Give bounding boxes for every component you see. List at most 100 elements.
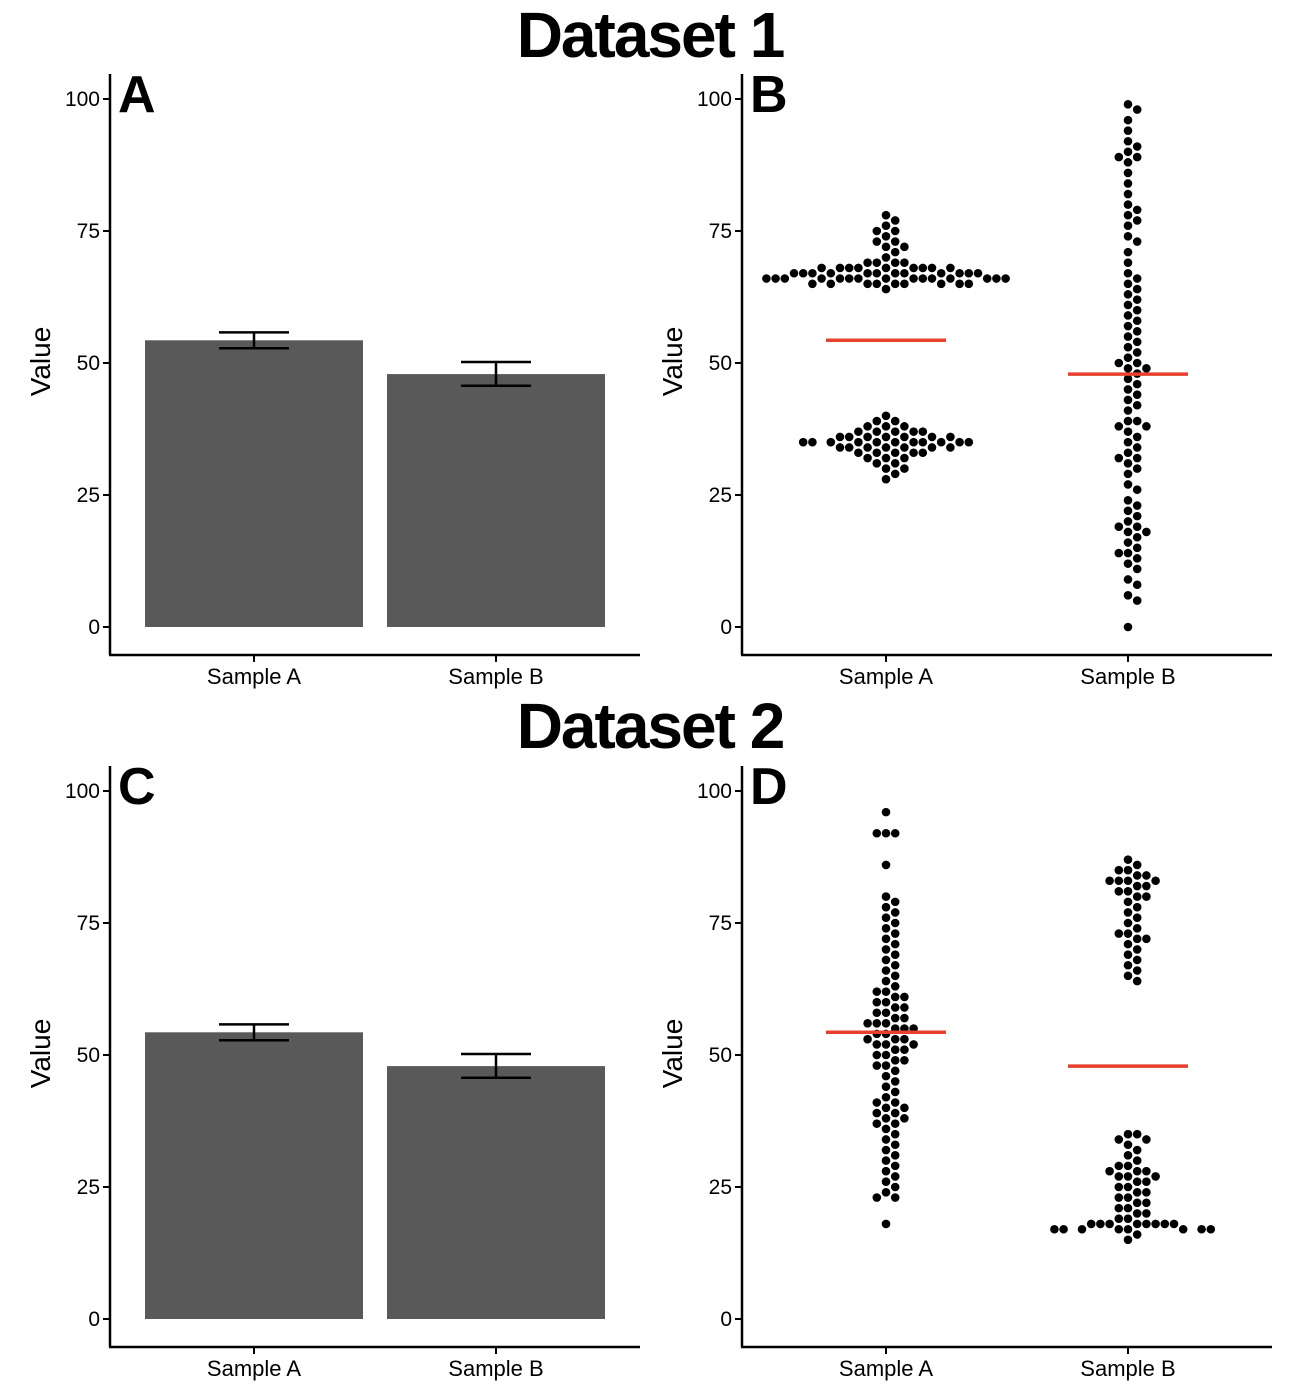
data-point — [1160, 1219, 1170, 1229]
data-point — [817, 263, 826, 273]
data-point — [1105, 876, 1114, 886]
data-point — [1132, 464, 1142, 473]
data-point — [872, 226, 882, 236]
data-point — [1123, 363, 1133, 373]
data-point — [1123, 1151, 1133, 1160]
data-point — [872, 1050, 882, 1060]
data-point — [1132, 554, 1142, 563]
data-point — [1123, 887, 1133, 896]
bar — [387, 1066, 605, 1319]
data-point — [1123, 210, 1133, 220]
data-point — [808, 437, 817, 447]
data-point — [881, 422, 891, 431]
data-point — [1001, 274, 1010, 283]
data-point — [909, 274, 918, 283]
data-point — [872, 828, 882, 838]
x-tick-label: Sample B — [1080, 1356, 1175, 1381]
dataset-1-title: Dataset 1 — [516, 0, 786, 71]
data-point — [881, 242, 891, 252]
data-point — [1114, 876, 1124, 886]
data-point — [1123, 960, 1133, 970]
data-point — [1142, 871, 1151, 880]
y-tick-label: 75 — [709, 912, 732, 935]
dataset-2-title: Dataset 2 — [516, 690, 786, 762]
data-point — [1123, 231, 1133, 241]
data-point — [844, 274, 854, 283]
data-point — [872, 427, 882, 436]
data-point — [982, 274, 992, 283]
data-point — [1132, 316, 1142, 326]
data-point — [808, 279, 817, 289]
data-point — [1132, 105, 1142, 114]
data-point — [1132, 443, 1142, 452]
data-point — [1114, 1193, 1124, 1202]
data-point — [890, 469, 900, 479]
data-point — [890, 427, 900, 436]
data-point — [1132, 1145, 1142, 1155]
data-point — [1123, 855, 1133, 864]
data-point — [881, 1219, 891, 1229]
panel-label: D — [750, 758, 788, 816]
data-point — [1132, 432, 1142, 442]
data-point — [1132, 1230, 1142, 1239]
data-point — [844, 432, 854, 442]
data-point — [762, 274, 771, 283]
data-point — [872, 997, 882, 1007]
data-point — [1132, 945, 1142, 954]
data-point — [881, 997, 891, 1007]
data-point — [1123, 950, 1133, 959]
y-tick-label: 75 — [77, 912, 100, 935]
data-point — [1123, 1214, 1133, 1223]
data-point — [872, 1119, 882, 1128]
data-point — [872, 448, 882, 458]
data-point — [881, 284, 891, 294]
data-point — [1114, 887, 1124, 896]
data-point — [918, 427, 928, 436]
data-point — [872, 987, 882, 996]
data-point — [890, 992, 900, 1002]
data-point — [881, 453, 891, 463]
data-point — [1132, 216, 1142, 225]
data-point — [1123, 353, 1133, 363]
data-point — [964, 279, 974, 289]
bar — [145, 1032, 363, 1319]
data-point — [1123, 865, 1133, 875]
data-point — [1123, 290, 1133, 299]
data-point — [1132, 305, 1142, 315]
data-point — [890, 1140, 900, 1150]
data-point — [808, 268, 817, 278]
data-point — [1123, 1182, 1133, 1192]
data-point — [1123, 342, 1133, 352]
data-point — [900, 1003, 909, 1012]
data-point — [1105, 1219, 1114, 1229]
data-point — [881, 221, 891, 231]
data-point — [881, 987, 891, 996]
data-point — [1114, 548, 1124, 558]
data-point — [927, 274, 937, 283]
data-point — [1142, 1219, 1151, 1229]
data-point — [1123, 247, 1133, 257]
data-point — [1132, 501, 1142, 510]
panel-label: B — [750, 66, 788, 124]
data-point — [900, 242, 909, 252]
data-point — [890, 1172, 900, 1181]
data-point — [900, 422, 909, 431]
data-point — [1123, 126, 1133, 135]
data-point — [863, 268, 872, 278]
data-point — [1132, 152, 1142, 162]
data-point — [1123, 575, 1133, 584]
data-point — [890, 828, 900, 838]
data-point — [881, 253, 891, 262]
data-point — [872, 237, 882, 246]
x-tick-label: Sample A — [839, 664, 933, 689]
data-point — [955, 437, 964, 447]
y-tick-label: 0 — [720, 1308, 732, 1331]
data-point — [890, 1193, 900, 1202]
data-point — [900, 443, 909, 452]
data-point — [1132, 416, 1142, 426]
data-point — [1142, 881, 1151, 891]
data-point — [1132, 511, 1142, 521]
data-point — [1123, 622, 1133, 632]
data-point — [927, 443, 937, 452]
data-point — [1132, 892, 1142, 901]
